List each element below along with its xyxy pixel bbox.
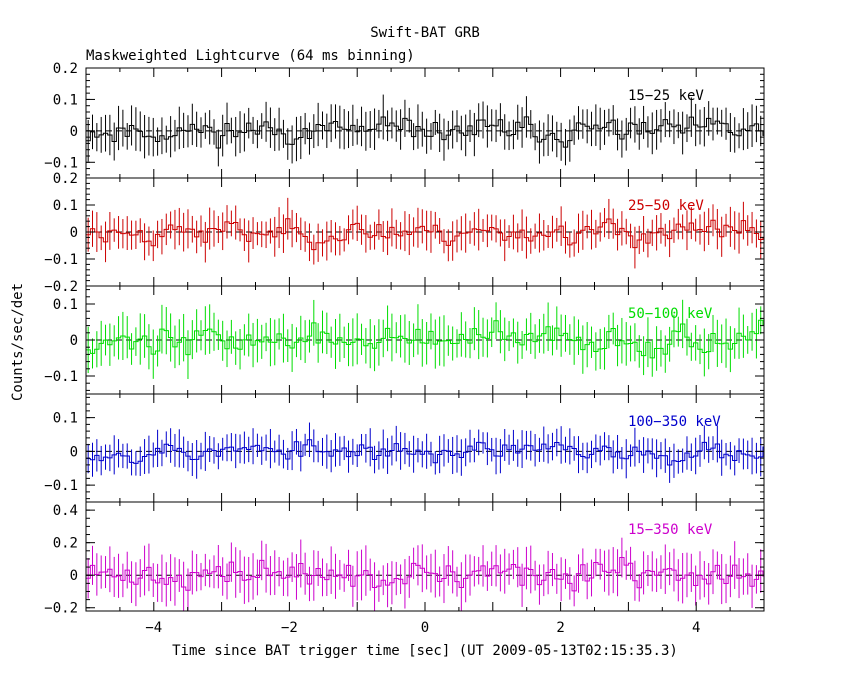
y-tick-label: 0.4 <box>53 503 78 519</box>
series-line <box>86 218 764 251</box>
panel-5: −0.2 0 0.2 0.4 15−350 keV <box>44 501 765 617</box>
x-tick-label: −4 <box>145 620 162 636</box>
y-tick-label: 0 <box>70 124 78 140</box>
band-label: 50−100 keV <box>628 306 713 322</box>
series-line <box>86 439 764 466</box>
y-tick-label: 0.1 <box>53 92 78 108</box>
y-tick-label: 0 <box>70 225 78 241</box>
y-tick-label: 0.1 <box>53 297 78 313</box>
x-tick-label: 2 <box>556 620 564 636</box>
band-label: 100−350 keV <box>628 414 721 430</box>
y-tick-label: −0.1 <box>44 478 78 494</box>
band-label: 25−50 keV <box>628 198 704 214</box>
panel-2: −0.2 −0.1 0 0.1 0.2 25−50 keV <box>44 171 765 295</box>
panels-group: −0.1 0 0.1 0.2 15−25 keV −0.2 −0.1 0 0.1 0.2 25−50… <box>44 61 765 636</box>
series-line <box>86 319 764 359</box>
y-tick-label: 0 <box>70 333 78 349</box>
y-axis-label: Counts/sec/det <box>10 283 26 401</box>
y-tick-label: 0.2 <box>53 61 78 77</box>
x-tick-label: −2 <box>281 620 298 636</box>
y-tick-label: 0.1 <box>53 198 78 214</box>
series-line <box>86 116 764 149</box>
series-line <box>86 557 764 592</box>
chart-title: Swift-BAT GRB <box>370 25 480 41</box>
y-tick-label: 0 <box>70 444 78 460</box>
y-tick-label: −0.1 <box>44 369 78 385</box>
y-tick-label: 0.2 <box>53 536 78 552</box>
panel-3: −0.1 0 0.1 50−100 keV <box>44 285 765 395</box>
y-tick-label: −0.1 <box>44 155 78 171</box>
y-tick-label: 0.2 <box>53 171 78 187</box>
band-label: 15−350 keV <box>628 522 713 538</box>
y-tick-label: −0.2 <box>44 601 78 617</box>
chart-subtitle: Maskweighted Lightcurve (64 ms binning) <box>86 48 415 64</box>
band-label: 15−25 keV <box>628 88 704 104</box>
y-tick-label: 0.1 <box>53 411 78 427</box>
y-tick-label: −0.2 <box>44 279 78 295</box>
y-tick-label: −0.1 <box>44 252 78 268</box>
error-bars <box>87 422 762 483</box>
x-tick-label: 0 <box>421 620 429 636</box>
x-axis-label: Time since BAT trigger time [sec] (UT 20… <box>172 643 678 659</box>
panel-1: −0.1 0 0.1 0.2 15−25 keV <box>44 61 765 179</box>
y-tick-label: 0 <box>70 568 78 584</box>
x-tick-label: 4 <box>692 620 700 636</box>
panel-4: −0.1 0 0.1 100−350 keV <box>44 393 765 503</box>
